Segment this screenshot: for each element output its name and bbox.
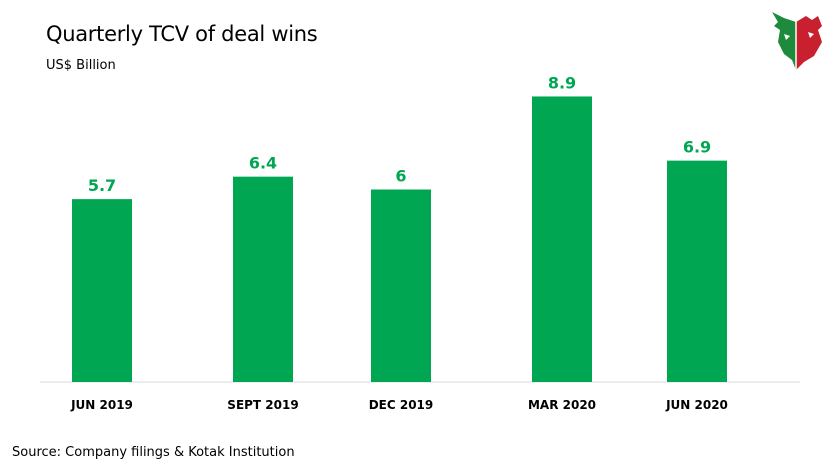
bar-3	[371, 189, 431, 382]
source-note: Source: Company filings & Kotak Institut…	[12, 445, 295, 460]
chart-title: Quarterly TCV of deal wins	[46, 22, 318, 46]
data-label-2: 6.4	[249, 154, 277, 173]
bars-group: 5.7 JUN 2019 6.4 SEPT 2019 6 DEC 2019 8.9 MAR 2…	[70, 73, 728, 412]
category-label-3: DEC 2019	[369, 398, 434, 412]
data-label-3: 6	[395, 167, 406, 186]
bar-1	[72, 199, 132, 382]
chart-unit-label: US$ Billion	[46, 58, 116, 73]
data-label-1: 5.7	[88, 176, 116, 195]
category-label-1: JUN 2019	[70, 398, 133, 412]
bar-5	[667, 160, 727, 382]
data-label-5: 6.9	[683, 138, 711, 157]
category-label-2: SEPT 2019	[227, 398, 298, 412]
category-label-4: MAR 2020	[528, 398, 596, 412]
bull-bear-icon	[772, 12, 822, 70]
bar-2	[233, 176, 293, 382]
data-label-4: 8.9	[548, 73, 576, 92]
bar-4	[532, 96, 592, 382]
category-label-5: JUN 2020	[665, 398, 728, 412]
bar-chart: 5.7 JUN 2019 6.4 SEPT 2019 6 DEC 2019 8.9 MAR 2…	[40, 73, 800, 412]
